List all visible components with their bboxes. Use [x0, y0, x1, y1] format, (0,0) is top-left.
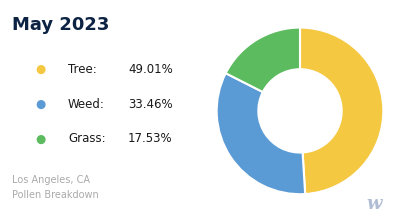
Text: ●: ● — [35, 132, 45, 145]
Text: ●: ● — [35, 63, 45, 76]
Text: Los Angeles, CA
Pollen Breakdown: Los Angeles, CA Pollen Breakdown — [12, 175, 99, 200]
Text: ●: ● — [35, 98, 45, 111]
Text: w: w — [366, 195, 382, 213]
Wedge shape — [300, 28, 383, 194]
Wedge shape — [217, 73, 305, 194]
Text: 17.53%: 17.53% — [128, 132, 173, 145]
Text: Tree:: Tree: — [68, 63, 97, 76]
Wedge shape — [226, 28, 300, 92]
Text: 33.46%: 33.46% — [128, 98, 173, 111]
Text: Grass:: Grass: — [68, 132, 106, 145]
Text: 49.01%: 49.01% — [128, 63, 173, 76]
Text: Weed:: Weed: — [68, 98, 105, 111]
Text: May 2023: May 2023 — [12, 16, 109, 34]
